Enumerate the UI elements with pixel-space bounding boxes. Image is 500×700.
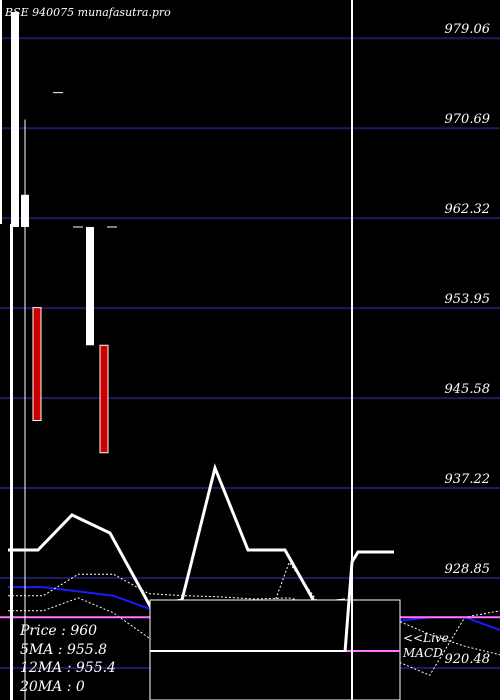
macd-label: MACD	[402, 646, 443, 660]
y-tick-label: 928.85	[445, 562, 491, 577]
price-label: Price : 960	[19, 623, 97, 639]
ma-5-label: 5MA : 955.8	[20, 642, 107, 658]
y-tick-label: 962.32	[445, 202, 491, 217]
candle-body	[11, 12, 19, 227]
candle	[86, 227, 94, 346]
ma-line-dotted-2	[8, 573, 500, 656]
y-tick-label: 970.69	[445, 112, 491, 127]
ma-12-label: 12MA : 955.4	[20, 660, 116, 676]
candles	[0, 0, 346, 700]
history-bar	[0, 0, 2, 224]
candle-body	[86, 227, 94, 346]
y-tick-label: 979.06	[445, 22, 491, 37]
candle-body	[99, 344, 109, 454]
chart-title: BSE 940075 munafasutra.pro	[4, 6, 171, 19]
candle-body	[32, 307, 42, 421]
candle	[11, 12, 19, 227]
candle	[32, 307, 42, 421]
candle	[99, 344, 109, 454]
history-bar	[10, 224, 13, 700]
macd-live-label: <<Live	[403, 631, 449, 645]
candle-body	[21, 194, 29, 227]
ma-line-dotted	[8, 561, 500, 676]
y-tick-label: 920.48	[445, 652, 491, 667]
y-tick-label: 945.58	[445, 382, 491, 397]
y-tick-label: 937.22	[445, 472, 491, 487]
price-spike-line	[343, 550, 394, 653]
grid-lines	[0, 37, 500, 669]
ma-20-label: 20MA : 0	[19, 679, 85, 695]
y-axis-ticks: 979.06 970.69 962.32 953.95 945.58 937.22 928.…	[445, 22, 491, 667]
candle	[21, 119, 29, 700]
y-tick-label: 953.95	[445, 292, 491, 307]
